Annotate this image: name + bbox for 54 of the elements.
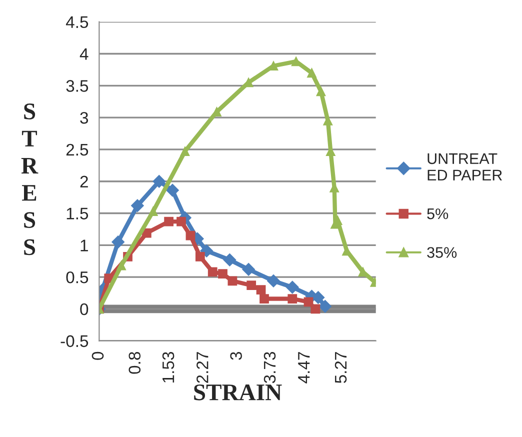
y-tick-label: 4.5 xyxy=(66,16,88,28)
point xyxy=(223,253,236,266)
point xyxy=(256,285,266,295)
point xyxy=(288,294,298,304)
point xyxy=(112,236,124,248)
y-tick-label: 4 xyxy=(80,48,88,60)
y-tick-label: 2 xyxy=(80,176,88,188)
point xyxy=(148,206,158,216)
point xyxy=(164,216,174,226)
legend-label: 35% xyxy=(427,247,457,258)
point xyxy=(310,304,320,314)
y-tick-label: 1 xyxy=(80,240,88,252)
point xyxy=(116,260,126,270)
y-tick-label: 2.5 xyxy=(66,144,88,156)
point xyxy=(267,274,280,288)
point xyxy=(180,146,190,156)
point xyxy=(218,269,228,279)
y-axis-title: STRESS xyxy=(21,104,38,256)
y-tick-label: 3.5 xyxy=(66,80,88,92)
x-tick-label: 0 xyxy=(92,352,104,360)
x-tick-label: 3 xyxy=(230,352,242,360)
point xyxy=(176,216,186,226)
point xyxy=(166,184,179,197)
point xyxy=(186,230,196,240)
point xyxy=(342,246,352,256)
x-axis-title: STRAIN xyxy=(194,384,282,400)
x-tick-label: 0.8 xyxy=(128,352,141,374)
y-tick-label: 0 xyxy=(80,303,88,316)
y-tick-label: 0.5 xyxy=(66,271,88,284)
point xyxy=(291,56,301,66)
point xyxy=(316,86,326,96)
x-tick-label: 2.27 xyxy=(196,352,208,383)
y-tick-label: -0.5 xyxy=(60,335,88,348)
point xyxy=(246,280,256,290)
point xyxy=(131,199,144,212)
point xyxy=(200,244,214,258)
point xyxy=(260,294,269,304)
point xyxy=(286,280,299,294)
point xyxy=(152,174,166,188)
x-tick-label: 1.53 xyxy=(162,352,174,382)
x-tick-label: 3.73 xyxy=(264,352,276,384)
y-tick-label: 3 xyxy=(80,112,88,124)
point xyxy=(318,300,332,313)
point xyxy=(268,61,278,71)
legend-label: UNTREATED PAPER xyxy=(428,153,502,180)
point xyxy=(307,68,316,78)
point xyxy=(208,267,218,277)
y-tick-label: 1.5 xyxy=(66,208,88,220)
legend-label: 5% xyxy=(427,208,448,220)
point xyxy=(242,262,255,276)
x-tick-label: 5.27 xyxy=(334,352,347,384)
point xyxy=(228,276,238,286)
x-tick-label: 4.47 xyxy=(298,352,310,384)
point xyxy=(195,252,205,262)
